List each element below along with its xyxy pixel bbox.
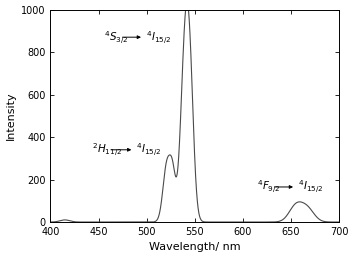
Text: ${}^4S_{3/2}$: ${}^4S_{3/2}$ [104, 29, 129, 46]
X-axis label: Wavelength/ nm: Wavelength/ nm [149, 243, 241, 252]
Text: ${}^4I_{15/2}$: ${}^4I_{15/2}$ [146, 29, 171, 46]
Text: ${}^4I_{15/2}$: ${}^4I_{15/2}$ [298, 179, 323, 195]
Text: ${}^4I_{15/2}$: ${}^4I_{15/2}$ [136, 141, 161, 158]
Text: ${}^4F_{9/2}$: ${}^4F_{9/2}$ [257, 179, 281, 195]
Text: ${}^2H_{11/2}$: ${}^2H_{11/2}$ [92, 141, 122, 158]
Y-axis label: Intensity: Intensity [6, 92, 16, 140]
